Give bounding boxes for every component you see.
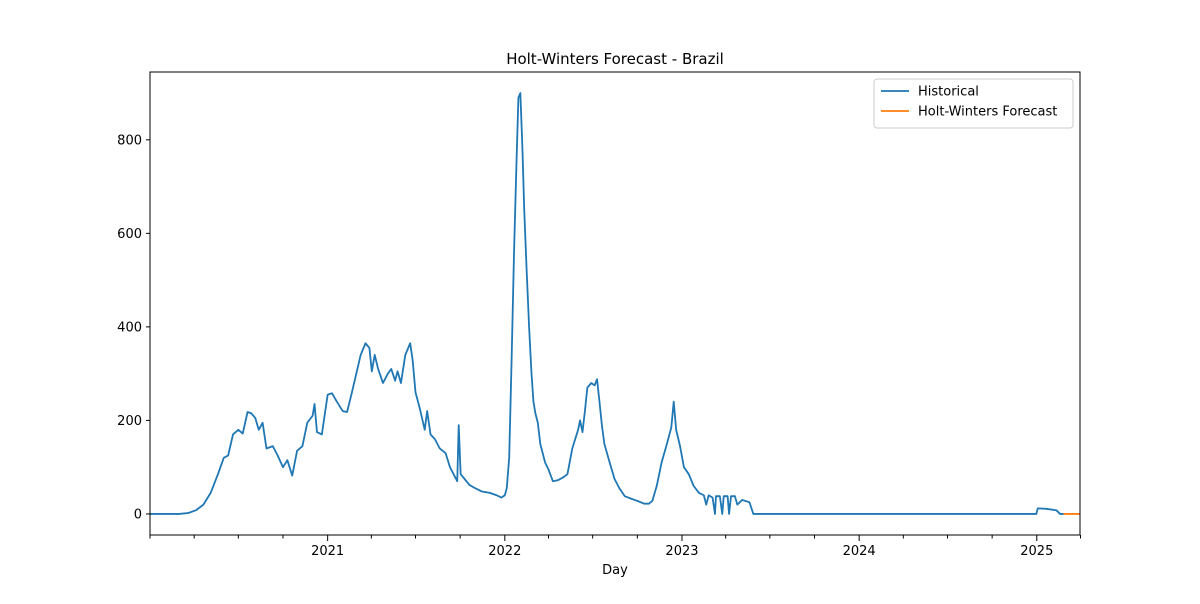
x-tick-label: 2024 (843, 544, 876, 559)
x-tick-label: 2025 (1020, 544, 1053, 559)
chart-title: Holt-Winters Forecast - Brazil (506, 50, 724, 68)
series-line-historical (150, 92, 1064, 515)
x-tick-label: 2022 (488, 544, 521, 559)
y-tick-label: 600 (117, 227, 142, 242)
x-axis-label: Day (602, 563, 628, 578)
x-tick-label: 2023 (665, 544, 698, 559)
x-tick-label: 2021 (311, 544, 344, 559)
axes-frame (149, 71, 1081, 536)
y-tick-label: 400 (117, 320, 142, 335)
y-tick-label: 200 (117, 414, 142, 429)
legend-label-forecast: Holt-Winters Forecast (918, 105, 1057, 120)
y-tick-label: 800 (117, 133, 142, 148)
y-tick-label: 0 (134, 507, 142, 522)
legend-box (873, 78, 1074, 129)
plot-area: 0 200 400 600 800 2021 2022 2023 2024 2025 Histori… (117, 71, 1081, 559)
legend-label-historical: Historical (918, 85, 979, 100)
